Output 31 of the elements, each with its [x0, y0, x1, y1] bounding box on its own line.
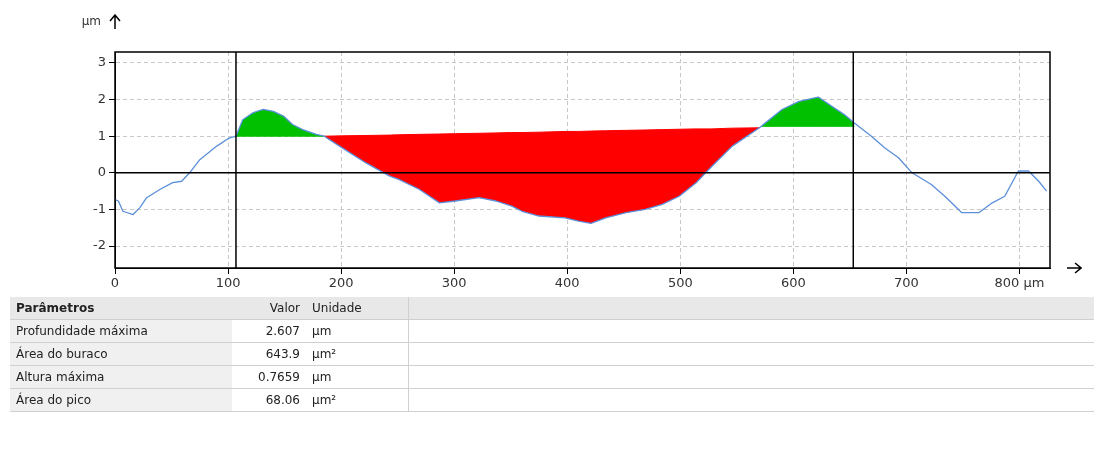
- text: Valor: [232, 297, 306, 320]
- x-tick-label: 600: [780, 275, 806, 291]
- text: Unidade: [306, 297, 409, 320]
- x-tick-label: 100: [215, 275, 241, 291]
- y-tick-label: -2: [93, 237, 106, 253]
- y-axis-title: µm: [81, 14, 101, 29]
- text: Área do buraco: [10, 342, 232, 366]
- text: 0.7659: [232, 365, 306, 389]
- text: µm: [306, 365, 409, 389]
- text: Altura máxima: [10, 365, 232, 389]
- x-tick-label: 300: [441, 275, 467, 291]
- text: µm: [306, 319, 409, 343]
- x-tick-label: 800 µm: [994, 275, 1045, 291]
- x-tick-label: 500: [667, 275, 693, 291]
- text: µm²: [306, 342, 409, 366]
- text: Área do pico: [10, 388, 232, 412]
- text: 643.9: [232, 342, 306, 366]
- x-tick-label: 400: [554, 275, 580, 291]
- text: 2.607: [232, 319, 306, 343]
- text: Profundidade máxima: [10, 319, 232, 343]
- text: µm²: [306, 388, 409, 412]
- text: 68.06: [232, 388, 306, 412]
- x-tick-label: 200: [328, 275, 354, 291]
- y-tick-label: -1: [93, 200, 106, 216]
- text: Parâmetros: [10, 297, 232, 320]
- x-tick-label: 700: [894, 275, 919, 291]
- x-tick-label: 0: [110, 275, 120, 291]
- y-tick-label: 0: [97, 164, 106, 180]
- y-tick-label: 3: [97, 54, 106, 70]
- y-tick-label: 1: [97, 127, 106, 143]
- y-tick-label: 2: [97, 90, 106, 106]
